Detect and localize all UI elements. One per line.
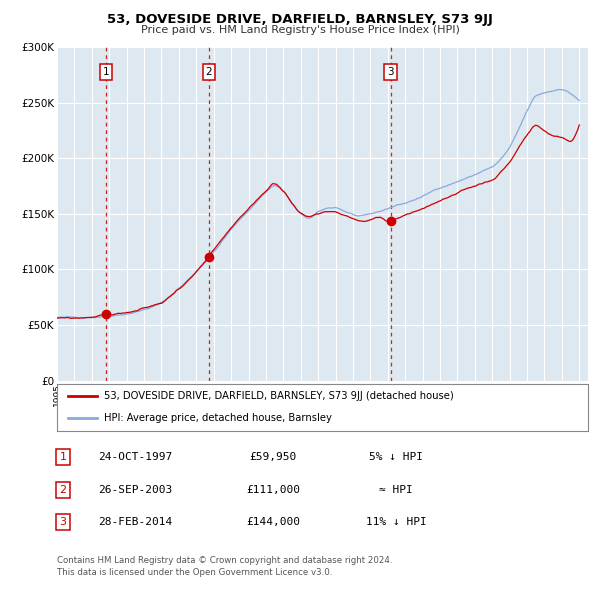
Text: 3: 3	[387, 67, 394, 77]
Text: HPI: Average price, detached house, Barnsley: HPI: Average price, detached house, Barn…	[104, 413, 332, 423]
Text: 2: 2	[206, 67, 212, 77]
Text: 53, DOVESIDE DRIVE, DARFIELD, BARNSLEY, S73 9JJ (detached house): 53, DOVESIDE DRIVE, DARFIELD, BARNSLEY, …	[104, 391, 454, 401]
Text: Contains HM Land Registry data © Crown copyright and database right 2024.: Contains HM Land Registry data © Crown c…	[57, 556, 392, 565]
Text: 3: 3	[59, 517, 67, 527]
Text: £144,000: £144,000	[246, 517, 300, 527]
Text: 2: 2	[59, 485, 67, 494]
Text: 1: 1	[103, 67, 109, 77]
Text: 24-OCT-1997: 24-OCT-1997	[98, 453, 172, 462]
Text: £111,000: £111,000	[246, 485, 300, 494]
Text: 11% ↓ HPI: 11% ↓ HPI	[365, 517, 427, 527]
Text: Price paid vs. HM Land Registry's House Price Index (HPI): Price paid vs. HM Land Registry's House …	[140, 25, 460, 35]
Text: 53, DOVESIDE DRIVE, DARFIELD, BARNSLEY, S73 9JJ: 53, DOVESIDE DRIVE, DARFIELD, BARNSLEY, …	[107, 13, 493, 26]
Text: 1: 1	[59, 453, 67, 462]
Text: £59,950: £59,950	[250, 453, 296, 462]
Text: This data is licensed under the Open Government Licence v3.0.: This data is licensed under the Open Gov…	[57, 568, 332, 577]
Text: 28-FEB-2014: 28-FEB-2014	[98, 517, 172, 527]
Text: 26-SEP-2003: 26-SEP-2003	[98, 485, 172, 494]
Text: ≈ HPI: ≈ HPI	[379, 485, 413, 494]
Text: 5% ↓ HPI: 5% ↓ HPI	[369, 453, 423, 462]
